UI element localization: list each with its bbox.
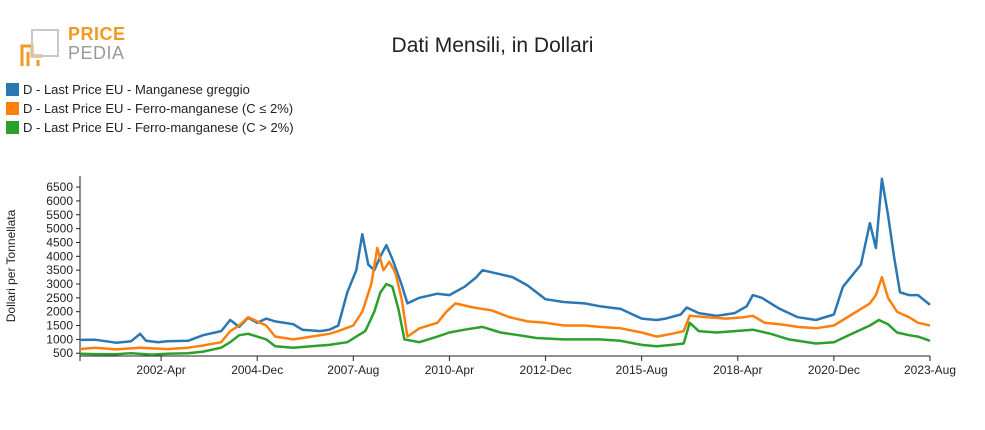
y-tick-label: 4500 bbox=[46, 235, 73, 249]
y-tick-label: 5000 bbox=[46, 222, 73, 236]
y-axis-title: Dollari per Tonnellata bbox=[4, 209, 18, 322]
legend-swatch-green bbox=[6, 121, 19, 134]
legend-label: D - Last Price EU - Ferro-manganese (C >… bbox=[23, 120, 294, 135]
logo-pedia-text: PEDIA bbox=[68, 43, 125, 63]
logo: PRICE PEDIA bbox=[18, 22, 128, 74]
x-tick-label: 2007-Aug bbox=[327, 363, 379, 377]
x-tick-label: 2010-Apr bbox=[425, 363, 474, 377]
logo-price-text: PRICE bbox=[68, 24, 126, 44]
y-tick-label: 3000 bbox=[46, 277, 73, 291]
logo-mark bbox=[20, 29, 59, 66]
x-tick-label: 2020-Dec bbox=[808, 363, 860, 377]
legend-item-manganese-greggio[interactable]: D - Last Price EU - Manganese greggio bbox=[6, 80, 294, 99]
series-line-2 bbox=[79, 246, 931, 351]
y-tick-label: 6500 bbox=[46, 180, 73, 194]
x-tick-label: 2002-Apr bbox=[136, 363, 185, 377]
y-tick-label: 6000 bbox=[46, 194, 73, 208]
x-axis: 2002-Apr 2004-Dec 2007-Aug 2010-Apr 2012-Dec… bbox=[79, 355, 956, 377]
y-tick-label: 4000 bbox=[46, 249, 73, 263]
x-tick-label: 2018-Apr bbox=[713, 363, 762, 377]
y-tick-label: 2000 bbox=[46, 305, 73, 319]
series-line-3 bbox=[79, 282, 931, 356]
y-axis: 5001000150020002500300035004000450050005… bbox=[46, 176, 81, 360]
x-tick-label: 2012-Dec bbox=[520, 363, 572, 377]
y-tick-label: 1500 bbox=[46, 319, 73, 333]
y-tick-label: 5500 bbox=[46, 208, 73, 222]
legend-swatch-blue bbox=[6, 83, 19, 96]
x-tick-label: 2004-Dec bbox=[231, 363, 283, 377]
series-layer bbox=[79, 177, 931, 356]
y-tick-label: 1000 bbox=[46, 332, 73, 346]
legend-swatch-orange bbox=[6, 102, 19, 115]
series-line-1 bbox=[79, 177, 931, 344]
y-tick-label: 500 bbox=[53, 346, 73, 360]
y-tick-label: 2500 bbox=[46, 291, 73, 305]
legend-item-ferro-manganese-high-c[interactable]: D - Last Price EU - Ferro-manganese (C >… bbox=[6, 118, 294, 137]
legend-item-ferro-manganese-low-c[interactable]: D - Last Price EU - Ferro-manganese (C ≤… bbox=[6, 99, 294, 118]
legend-label: D - Last Price EU - Ferro-manganese (C ≤… bbox=[23, 101, 294, 116]
chart-title: Dati Mensili, in Dollari bbox=[391, 34, 594, 57]
legend: D - Last Price EU - Manganese greggio D … bbox=[6, 80, 294, 137]
x-tick-label: 2015-Aug bbox=[616, 363, 668, 377]
legend-label: D - Last Price EU - Manganese greggio bbox=[23, 82, 250, 97]
y-tick-label: 3500 bbox=[46, 263, 73, 277]
x-tick-label: 2023-Aug bbox=[904, 363, 956, 377]
